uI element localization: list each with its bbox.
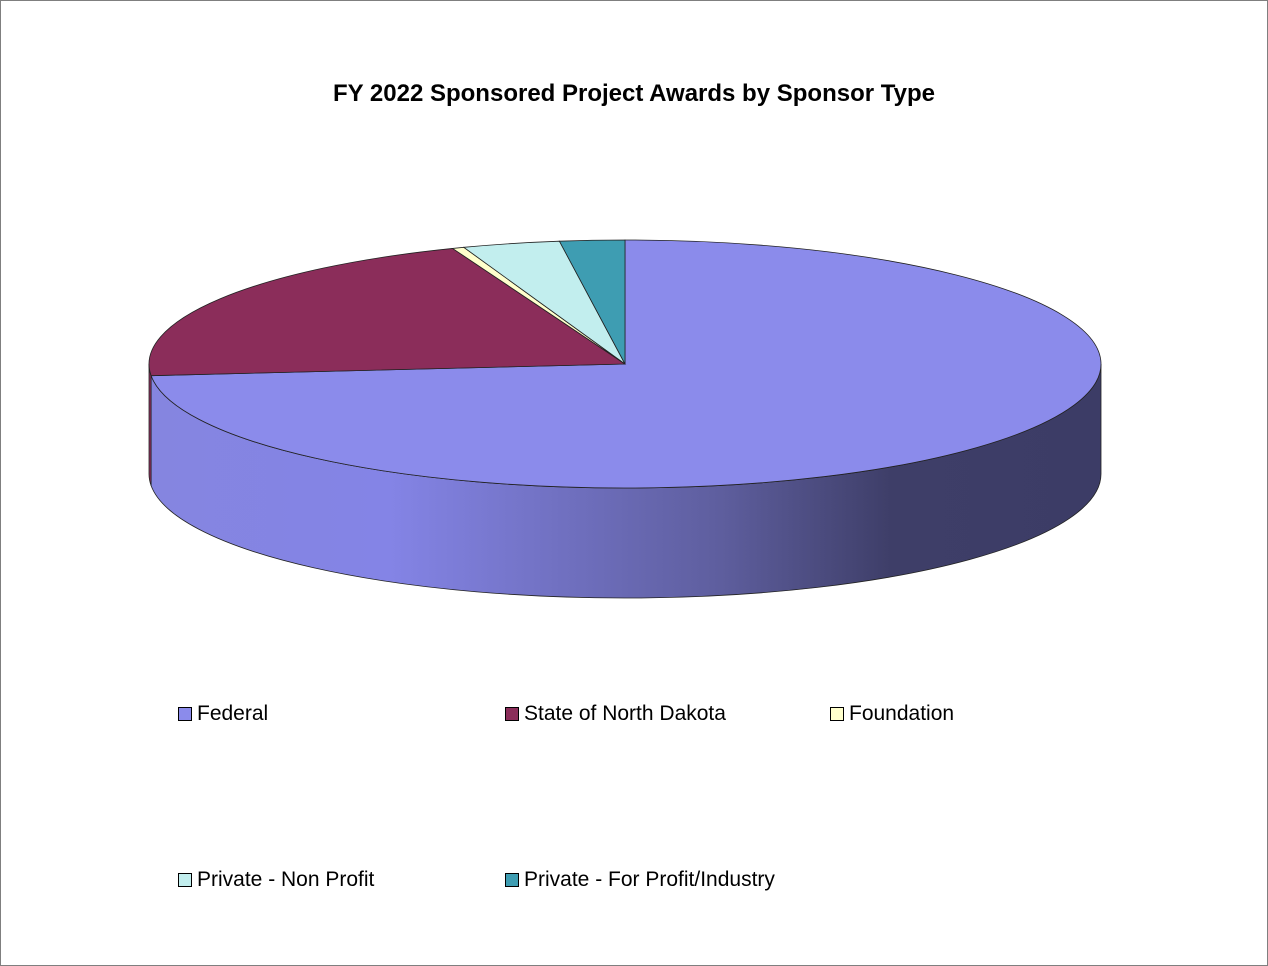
legend-swatch-foundation — [830, 707, 844, 721]
legend-swatch-federal — [178, 707, 192, 721]
pie-slice-state-of-north-dakota — [148, 248, 627, 377]
legend-item-private-nonprofit: Private - Non Profit — [178, 868, 374, 892]
legend-item-private-forprofit: Private - For Profit/Industry — [505, 868, 775, 892]
legend-item-foundation: Foundation — [830, 702, 954, 726]
legend-label-federal: Federal — [197, 702, 269, 725]
legend-item-state: State of North Dakota — [505, 702, 726, 726]
legend-swatch-private-forprofit — [505, 873, 519, 887]
legend-label-private-nonprofit: Private - Non Profit — [197, 868, 375, 891]
pie-slice-private-for-profit-industry — [558, 239, 626, 365]
legend-label-foundation: Foundation — [849, 702, 955, 725]
chart-title: FY 2022 Sponsored Project Awards by Spon… — [333, 80, 935, 107]
pie-side-state-of-north-dakota — [148, 363, 152, 486]
legend-label-state: State of North Dakota — [524, 702, 726, 725]
legend-swatch-private-nonprofit — [178, 873, 192, 887]
legend-swatch-state — [505, 707, 519, 721]
legend-label-private-forprofit: Private - For Profit/Industry — [524, 868, 775, 891]
pie-slice-federal — [150, 239, 1102, 489]
legend-item-federal: Federal — [178, 702, 268, 726]
pie-slices — [148, 239, 1102, 489]
